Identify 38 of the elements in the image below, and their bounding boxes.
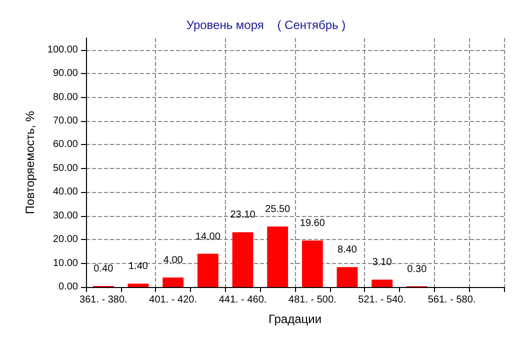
y-tick-label: 40.00 [52,186,78,198]
x-tick-label: 481. - 500. [288,294,336,306]
y-tick-label: 100.00 [47,44,78,56]
y-tick-label: 20.00 [52,234,78,246]
data-label: 19.60 [300,218,326,230]
data-label: 25.50 [265,204,291,216]
y-axis-title: Повторяемость, % [23,110,37,214]
x-axis-title: Градации [268,312,322,326]
y-tick-label: 30.00 [52,210,78,222]
bar [232,232,254,287]
y-tick-label: 10.00 [52,258,78,269]
data-label: 23.10 [230,210,256,221]
bar [128,284,149,287]
y-tick-label: 0.00 [58,282,78,292]
y-tick-label: 70.00 [52,116,78,126]
bar [162,278,184,287]
x-tick-label: 361. - 380. [80,294,128,306]
x-tick-label: 561. - 580. [428,294,476,306]
bar [372,280,393,287]
y-tick-label: 50.00 [52,162,78,174]
data-label: 14.00 [195,231,221,242]
bar [197,254,218,287]
bar [336,267,358,287]
bar [267,226,288,287]
data-label: 3.10 [372,257,392,268]
data-label: 1.40 [128,261,148,272]
y-tick-label: 60.00 [52,139,78,150]
x-tick-label: 441. - 460. [218,294,267,306]
x-tick-label: 401. - 420. [149,294,197,306]
data-label: 8.40 [338,244,358,256]
data-label: 4.00 [163,255,184,266]
x-tick-label: 521. - 540. [358,294,406,306]
y-tick-label: 80.00 [52,92,78,103]
data-label: 0.30 [407,264,428,275]
bar [302,240,323,287]
y-tick-label: 90.00 [52,68,78,80]
chart-title: Уровень моря ( Сентябрь ) [186,18,346,32]
data-label: 0.40 [94,264,114,275]
